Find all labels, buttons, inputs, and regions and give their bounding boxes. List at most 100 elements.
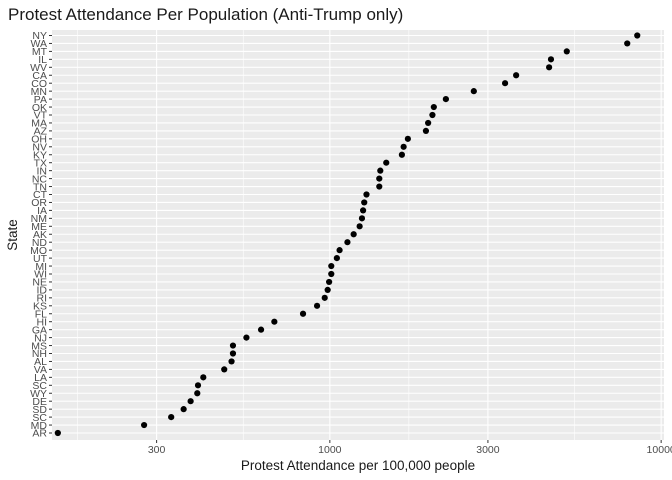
data-point [187,398,194,405]
y-tick-label: NC [32,173,48,185]
data-point [501,80,509,87]
data-point [624,40,631,47]
data-point [429,111,436,119]
data-point [546,64,553,71]
data-point [180,406,187,413]
y-tick-label: ME [31,221,47,233]
x-tick-label: 10000 [647,444,672,456]
data-point [376,183,383,190]
y-tick-label: IA [37,205,47,217]
data-point [221,366,228,373]
y-tick-label: NH [32,348,47,360]
chart-title: Protest Attendance Per Population (Anti-… [8,5,403,24]
data-point [398,151,405,158]
data-point [634,32,641,39]
y-tick-label: OH [31,134,47,146]
y-tick-label: VA [34,364,47,376]
data-point [425,119,432,127]
y-tick-label: MN [31,86,47,98]
data-point [194,382,202,389]
y-tick-label: AK [33,229,47,241]
y-tick-label: HI [37,316,48,328]
y-tick-label: SC [32,412,47,424]
data-point [54,429,61,437]
y-tick-label: MO [30,245,47,257]
y-axis-ticks: NYWAMTILWVCACOMNPAOKVTMAAZOHNVKYTXINNCTN… [30,30,52,440]
y-tick-label: MI [35,261,47,273]
data-point [404,135,411,142]
data-point [333,255,340,262]
y-tick-label: AZ [34,126,48,138]
x-tick-label: 300 [148,444,166,456]
data-point [140,421,148,429]
data-point [563,48,570,55]
y-tick-label: WV [30,62,47,74]
data-point [376,175,383,182]
y-tick-label: KY [33,149,47,161]
data-point [168,414,175,421]
data-point [358,215,366,222]
y-tick-label: ID [37,285,48,297]
x-tick-label: 3000 [476,444,500,456]
data-point [547,56,555,63]
y-tick-label: NE [32,277,47,289]
data-point [430,103,437,111]
data-point [356,223,363,230]
data-point [344,239,351,246]
data-point [229,342,237,349]
data-point [324,286,331,293]
y-tick-label: CO [31,78,47,90]
data-point [442,96,449,103]
y-tick-label: CA [32,70,47,82]
x-tick-label: 1000 [318,444,342,456]
y-tick-label: NJ [34,332,47,344]
data-point [350,231,357,238]
y-tick-label: DE [32,396,47,408]
y-tick-label: WA [30,38,47,50]
y-tick-label: NV [32,142,47,154]
y-tick-label: UT [33,253,48,265]
data-point [326,278,333,286]
data-point [336,247,343,254]
data-point [321,294,328,301]
y-tick-label: LA [34,372,47,384]
data-point [200,374,207,381]
x-axis-title: Protest Attendance per 100,000 people [241,458,475,473]
y-tick-label: MA [31,118,47,130]
y-tick-label: MD [31,420,48,432]
y-tick-label: NY [32,30,47,42]
y-axis-title: State [5,219,20,251]
y-tick-label: VT [34,110,48,122]
data-point [243,334,250,341]
data-point [328,270,335,278]
data-point [363,191,370,198]
y-tick-label: RI [37,293,48,305]
data-point [470,88,477,95]
data-point [299,310,307,317]
data-point [229,350,237,357]
data-point [228,358,235,365]
data-point [359,207,367,214]
data-point [383,159,390,166]
y-tick-label: MT [32,46,48,58]
data-points [54,32,641,437]
data-point [377,167,384,174]
y-tick-label: PA [34,94,47,106]
y-tick-label: MS [31,340,47,352]
data-point [257,326,265,333]
y-tick-label: AR [32,428,47,440]
grid-lines [52,30,664,440]
y-tick-label: ND [32,237,48,249]
data-point [513,72,520,79]
data-point [271,318,278,325]
y-tick-label: IL [38,54,47,66]
y-tick-label: CT [33,189,48,201]
y-tick-label: AL [34,356,47,368]
data-point [313,302,321,309]
data-point [400,143,407,150]
y-tick-label: NM [31,213,47,225]
y-tick-label: GA [32,324,47,336]
data-point [328,262,335,270]
